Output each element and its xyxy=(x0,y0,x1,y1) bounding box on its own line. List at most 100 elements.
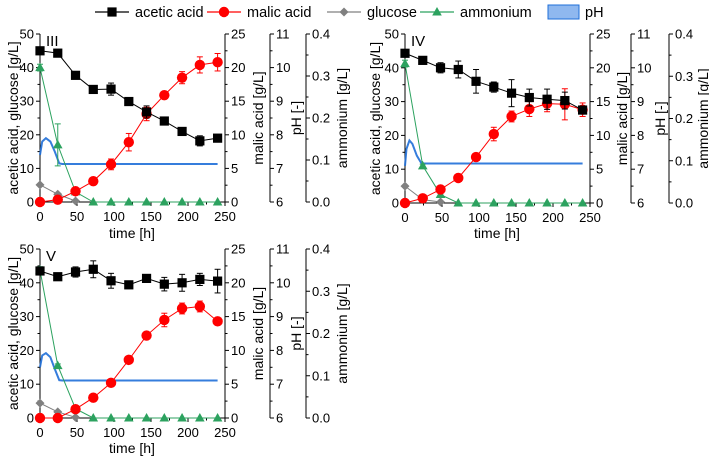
point-acetic xyxy=(213,276,223,286)
point-acetic xyxy=(213,133,223,143)
legend-item-ammonium: ammonium xyxy=(420,5,532,21)
x-tick-label: 250 xyxy=(214,425,236,440)
point-glucose xyxy=(71,196,81,206)
y-axis-title-left: acetic acid, glucose [g/L] xyxy=(5,41,21,194)
y-axis-pH: 6 7 8 9 10 11 pH [-] xyxy=(630,27,668,211)
point-acetic xyxy=(35,266,45,276)
point-ammonium xyxy=(88,413,99,422)
y-tick-label: 0.1 xyxy=(312,153,330,168)
point-ammonium xyxy=(177,197,187,206)
legend-marker-glucose xyxy=(339,7,349,17)
y-tick-label: 8 xyxy=(637,128,644,143)
point-acetic xyxy=(195,274,205,285)
series-line-ammonium xyxy=(39,270,218,419)
legend-label: pH xyxy=(585,5,604,21)
point-acetic xyxy=(53,272,63,282)
y-tick-label: 9 xyxy=(637,94,644,109)
y-tick-label: 50 xyxy=(20,242,34,257)
y-tick-label: 11 xyxy=(276,242,290,257)
y-tick-label: 0.4 xyxy=(312,242,330,257)
y-tick-label: 25 xyxy=(231,27,245,42)
y-tick-label: 20 xyxy=(231,275,245,290)
y-tick-label: 0.3 xyxy=(675,69,693,84)
y-tick-label: 9 xyxy=(276,309,283,324)
point-malic xyxy=(417,193,428,204)
point-acetic xyxy=(471,76,481,86)
point-malic xyxy=(88,392,99,403)
point-acetic xyxy=(141,273,152,284)
y-tick-label: 0.1 xyxy=(312,368,330,383)
point-acetic xyxy=(124,280,134,290)
point-acetic xyxy=(453,64,463,75)
point-acetic xyxy=(53,48,63,58)
y-tick-label: 0.4 xyxy=(312,27,330,42)
y-axis-title-pH: pH [-] xyxy=(652,101,668,135)
y-tick-label: 0.2 xyxy=(312,111,330,126)
point-ammonium xyxy=(141,413,152,422)
y-tick-label: 5 xyxy=(231,161,238,176)
point-malic xyxy=(105,377,117,389)
point-ammonium xyxy=(489,198,499,207)
y-axis-title-ammonium: ammonium [g/L] xyxy=(695,68,709,168)
y-axis-title-malic: malic acid [g/L] xyxy=(614,72,630,165)
point-malic xyxy=(105,159,117,170)
series-pH-band xyxy=(39,351,218,382)
y-axis-title-ammonium: ammonium [g/L] xyxy=(334,283,350,383)
y-tick-label: 0 xyxy=(27,411,34,426)
point-acetic xyxy=(106,84,116,94)
point-ammonium xyxy=(124,197,134,206)
point-ammonium xyxy=(141,197,152,206)
point-acetic xyxy=(106,276,116,286)
y-axis-title-pH: pH [-] xyxy=(288,101,304,135)
point-ammonium xyxy=(212,197,223,206)
point-ammonium xyxy=(52,139,63,149)
point-acetic xyxy=(141,107,152,117)
y-tick-label: 40 xyxy=(20,60,34,75)
point-ammonium xyxy=(524,198,535,207)
y-tick-label: 10 xyxy=(637,60,651,75)
legend-item-glucose: glucose xyxy=(327,5,417,21)
point-glucose xyxy=(35,180,45,190)
y-tick-label: 6 xyxy=(276,411,283,426)
x-tick-label: 100 xyxy=(468,210,490,225)
x-tick-label: 0 xyxy=(36,209,43,224)
y-tick-label: 15 xyxy=(231,309,245,324)
y-tick-label: 10 xyxy=(231,127,245,142)
point-acetic xyxy=(70,70,81,80)
point-malic xyxy=(176,72,188,83)
point-ammonium xyxy=(124,413,134,422)
y-axis-pH: 6 7 8 9 10 11 pH [-] xyxy=(269,242,304,426)
x-tick-label: 0 xyxy=(36,425,43,440)
point-acetic xyxy=(400,48,410,58)
series-pH-band xyxy=(39,136,218,166)
x-tick-label: 150 xyxy=(140,209,162,224)
x-tick-label: 0 xyxy=(401,210,408,225)
legend-marker-malic xyxy=(218,6,230,18)
series-malic xyxy=(399,88,588,209)
y-tick-label: 11 xyxy=(276,27,290,42)
point-malic xyxy=(159,314,170,326)
y-tick-label: 0.0 xyxy=(312,411,330,426)
point-ammonium xyxy=(453,198,464,207)
point-acetic xyxy=(418,55,428,65)
y-tick-label: 10 xyxy=(20,161,34,176)
point-glucose xyxy=(436,197,446,207)
y-tick-label: 7 xyxy=(276,161,283,176)
y-tick-label: 0.3 xyxy=(312,69,330,84)
point-acetic xyxy=(177,278,187,288)
series-acetic xyxy=(400,48,588,115)
y-tick-label: 0 xyxy=(231,195,238,210)
y-tick-label: 0.0 xyxy=(675,196,693,211)
y-tick-label: 8 xyxy=(276,343,283,358)
series-line-malic xyxy=(404,103,583,204)
y-tick-label: 0.2 xyxy=(675,111,693,126)
panel-label: V xyxy=(46,248,56,265)
point-malic xyxy=(470,151,482,163)
y-tick-label: 15 xyxy=(596,94,610,109)
point-malic xyxy=(52,194,63,205)
point-ammonium xyxy=(471,198,481,207)
legend-swatch-pH xyxy=(547,4,580,20)
y-tick-label: 10 xyxy=(231,343,245,358)
y-tick-label: 0.4 xyxy=(675,27,693,42)
